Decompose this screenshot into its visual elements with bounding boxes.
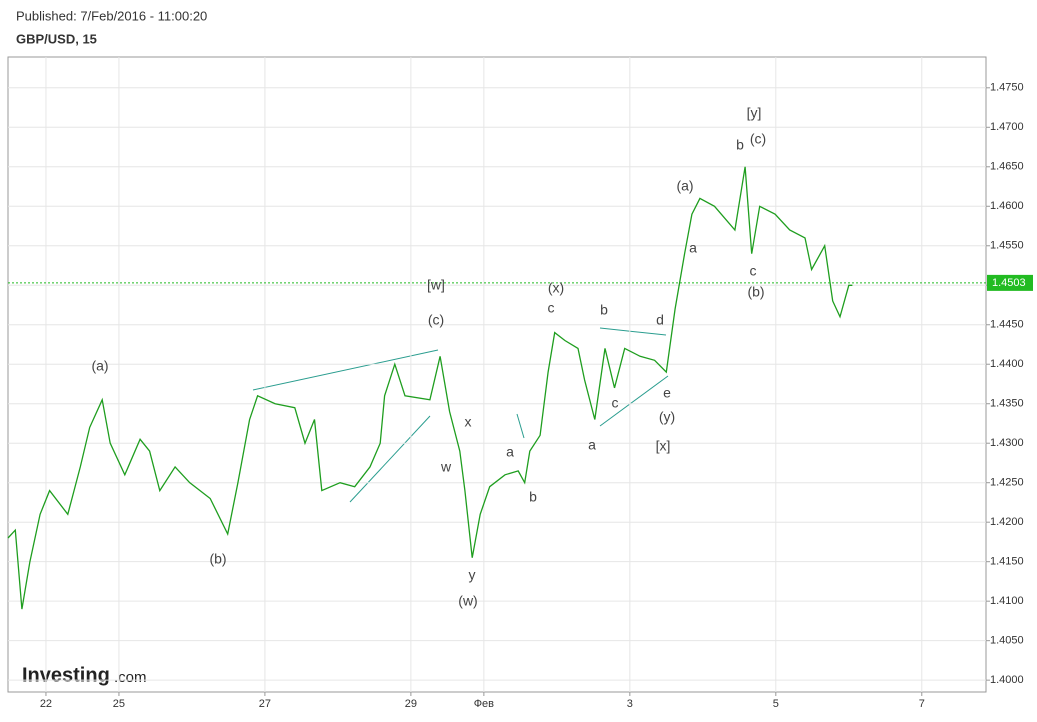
last-price-box <box>987 274 1033 291</box>
trendline <box>599 327 667 336</box>
wave-label: y <box>469 567 476 583</box>
wave-label: (c) <box>428 312 444 328</box>
wave-label: a <box>689 240 697 256</box>
x-tick-label: Фев <box>474 698 494 710</box>
wave-label: b <box>736 137 744 153</box>
wave-label: c <box>548 300 555 316</box>
x-tick-label: 3 <box>627 698 633 710</box>
wave-label: [y] <box>747 105 762 121</box>
wave-label: (a) <box>676 178 693 194</box>
x-tick-label: 29 <box>405 698 417 710</box>
wave-label: b <box>529 489 537 505</box>
x-tick-label: 5 <box>773 698 779 710</box>
y-tick-label: 1.4550 <box>990 240 1024 252</box>
y-tick-label: 1.4000 <box>990 674 1024 686</box>
y-tick-label: 1.4750 <box>990 82 1024 94</box>
wave-label: (x) <box>548 280 564 296</box>
wave-label: (c) <box>750 131 766 147</box>
y-tick-label: 1.4700 <box>990 121 1024 133</box>
price-line <box>7 166 853 610</box>
y-tick-label: 1.4100 <box>990 595 1024 607</box>
y-tick-label: 1.4650 <box>990 161 1024 173</box>
wave-label: (b) <box>209 551 226 567</box>
symbol: GBP/USD, 15 <box>16 31 97 46</box>
trendline <box>516 413 525 439</box>
trendline <box>599 375 669 427</box>
y-tick-label: 1.4150 <box>990 556 1024 568</box>
y-tick-label: 1.4450 <box>990 319 1024 331</box>
x-tick-label: 25 <box>113 698 125 710</box>
published: Published: 7/Feb/2016 - 11:00:20 <box>16 8 207 23</box>
wave-label: [w] <box>427 277 445 293</box>
wave-label: (w) <box>458 593 477 609</box>
y-tick-label: 1.4400 <box>990 358 1024 370</box>
x-tick-label: 27 <box>259 698 271 710</box>
wave-label: a <box>588 437 596 453</box>
logo-brand: Investing <box>22 664 110 686</box>
y-tick-label: 1.4300 <box>990 437 1024 449</box>
wave-label: (y) <box>659 409 675 425</box>
wave-label: x <box>465 414 472 430</box>
wave-label: c <box>612 395 619 411</box>
x-tick-label: 7 <box>919 698 925 710</box>
wave-label: a <box>506 444 514 460</box>
wave-label: b <box>600 302 608 318</box>
y-tick-label: 1.4050 <box>990 635 1024 647</box>
y-tick-label: 1.4350 <box>990 398 1024 410</box>
y-tick-label: 1.4200 <box>990 516 1024 528</box>
wave-label: (b) <box>747 284 764 300</box>
logo-suffix: .com <box>114 669 147 686</box>
plot-frame <box>7 56 987 693</box>
y-tick-label: 1.4250 <box>990 477 1024 489</box>
x-tick-label: 22 <box>40 698 52 710</box>
wave-label: e <box>663 385 671 401</box>
wave-label: c <box>750 263 757 279</box>
y-tick-label: 1.4600 <box>990 200 1024 212</box>
trendline <box>252 349 439 391</box>
trendline <box>349 415 431 503</box>
wave-label: d <box>656 312 664 328</box>
wave-label: w <box>440 459 452 475</box>
wave-label: (a) <box>91 358 108 374</box>
wave-label: [x] <box>656 438 671 454</box>
last-price-label: 1.4503 <box>992 277 1026 289</box>
